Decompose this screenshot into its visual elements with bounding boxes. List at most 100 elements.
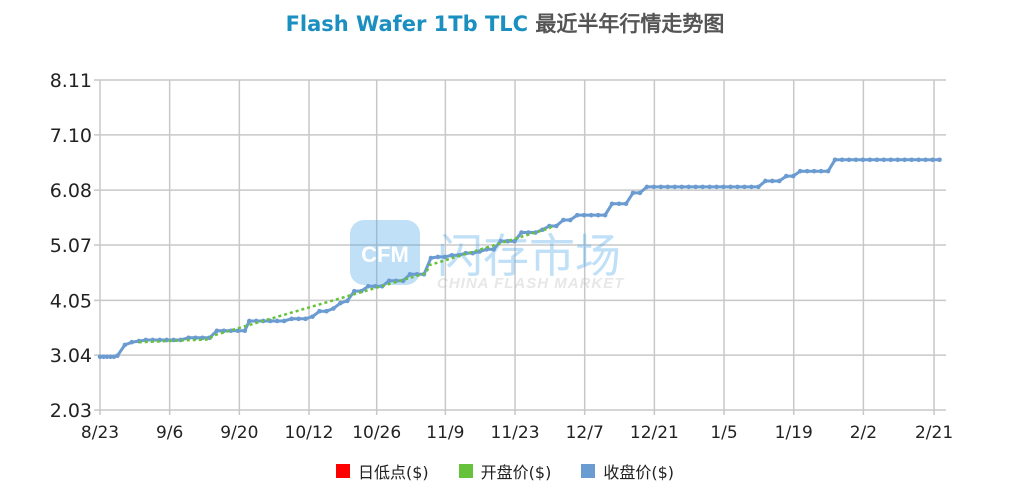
close-price-point[interactable] [97,354,103,360]
y-tick-label: 7.10 [50,125,92,147]
close-price-point[interactable] [111,354,117,360]
close-price-point[interactable] [386,278,392,284]
close-price-point[interactable] [331,306,336,311]
close-price-point[interactable] [310,314,315,319]
close-price-point[interactable] [651,184,657,190]
close-price-point[interactable] [853,157,859,163]
close-price-point[interactable] [630,190,636,196]
close-price-point[interactable] [115,353,120,359]
close-price-point[interactable] [937,157,942,163]
close-price-point[interactable] [491,247,496,252]
x-tick-label: 2/21 [915,423,953,443]
close-price-point[interactable] [832,157,838,163]
close-price-point[interactable] [700,184,705,190]
close-price-point[interactable] [526,230,531,235]
close-price-point[interactable] [637,190,643,196]
close-price-point[interactable] [428,255,434,261]
close-price-point[interactable] [317,308,322,314]
close-price-point[interactable] [874,157,880,163]
close-price-point[interactable] [881,157,887,163]
close-price-point[interactable] [790,173,796,179]
close-price-point[interactable] [602,212,608,218]
close-price-point[interactable] [407,272,413,277]
close-price-point[interactable] [693,184,698,190]
close-price-point[interactable] [623,201,629,207]
close-price-point[interactable] [749,184,754,190]
close-price-point[interactable] [561,217,566,223]
close-price-point[interactable] [895,157,901,163]
close-price-point[interactable] [108,354,113,360]
close-price-point[interactable] [609,201,615,207]
close-price-point[interactable] [672,184,678,190]
close-price-point[interactable] [818,168,824,174]
close-price-point[interactable] [242,328,248,334]
close-price-point[interactable] [540,227,545,233]
close-price-point[interactable] [783,173,789,179]
close-price-point[interactable] [728,184,733,190]
close-price-point[interactable] [567,217,573,223]
close-price-point[interactable] [930,157,935,163]
close-price-point[interactable] [867,157,873,163]
close-price-point[interactable] [214,328,220,334]
close-price-point[interactable] [512,238,517,244]
close-price-point[interactable] [735,184,740,190]
legend-item-open[interactable]: 开盘价($) [458,459,551,483]
close-price-point[interactable] [811,168,817,174]
close-price-point[interactable] [289,316,294,322]
close-price-point[interactable] [442,254,448,260]
close-price-point[interactable] [186,335,191,341]
close-price-point[interactable] [351,288,357,294]
close-price-point[interactable] [756,184,761,190]
close-price-point[interactable] [101,354,106,360]
close-price-point[interactable] [770,178,775,184]
close-price-point[interactable] [742,184,747,190]
close-price-point[interactable] [581,212,587,218]
close-price-point[interactable] [338,300,343,306]
close-price-point[interactable] [644,184,650,190]
close-price-point[interactable] [797,168,803,174]
close-price-point[interactable] [365,283,371,289]
close-price-point[interactable] [519,230,524,235]
close-price-point[interactable] [763,178,768,184]
close-price-point[interactable] [825,168,831,174]
close-price-point[interactable] [888,157,894,163]
close-price-point[interactable] [776,178,782,184]
close-price-point[interactable] [686,184,692,190]
close-price-point[interactable] [916,157,921,163]
close-price-point[interactable] [104,354,110,360]
legend-item-close[interactable]: 收盘价($) [581,459,674,483]
close-price-point[interactable] [721,184,726,190]
close-price-point[interactable] [235,328,241,334]
close-price-point[interactable] [902,157,907,163]
close-price-point[interactable] [303,316,308,322]
close-price-point[interactable] [714,184,719,190]
close-price-point[interactable] [846,157,852,163]
close-price-point[interactable] [804,168,810,174]
close-price-point[interactable] [228,328,234,334]
close-price-point[interactable] [923,157,928,163]
close-price-point[interactable] [707,184,712,190]
close-price-point[interactable] [588,212,594,218]
close-price-point[interactable] [122,342,128,348]
close-price-point[interactable] [658,184,664,190]
close-price-point[interactable] [616,201,622,207]
close-price-point[interactable] [281,318,287,324]
close-price-point[interactable] [665,184,671,190]
close-price-point[interactable] [839,157,845,163]
close-price-point[interactable] [435,254,441,260]
close-price-point[interactable] [296,316,301,322]
close-price-point[interactable] [274,318,280,324]
close-price-point[interactable] [345,298,350,304]
close-price-point[interactable] [246,318,252,324]
close-price-point[interactable] [574,212,580,218]
y-tick-label: 5.07 [50,235,92,257]
close-price-point[interactable] [129,339,135,345]
close-price-point[interactable] [595,212,601,218]
close-price-point[interactable] [449,253,455,258]
close-price-point[interactable] [909,157,914,163]
legend-item-day-low[interactable]: 日低点($) [335,459,429,483]
close-price-point[interactable] [554,223,559,229]
close-price-point[interactable] [679,184,685,190]
close-price-point[interactable] [860,157,866,163]
close-price-point[interactable] [324,308,329,314]
